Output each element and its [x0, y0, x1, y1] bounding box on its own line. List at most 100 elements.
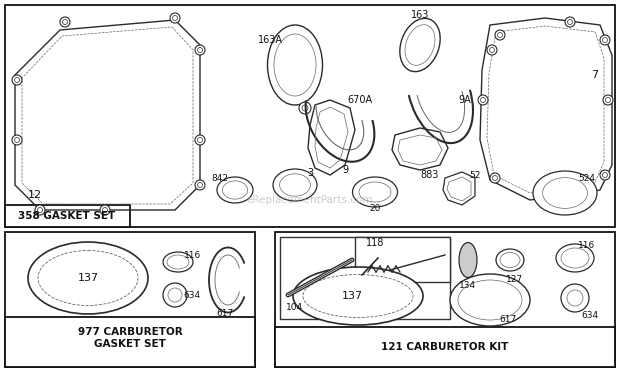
Ellipse shape: [217, 177, 253, 203]
Circle shape: [195, 45, 205, 55]
Text: 137: 137: [342, 291, 363, 301]
Circle shape: [60, 17, 70, 27]
Circle shape: [198, 183, 203, 187]
Circle shape: [567, 19, 572, 25]
Circle shape: [492, 175, 497, 181]
Text: 670A: 670A: [347, 95, 373, 105]
Circle shape: [606, 98, 611, 102]
Circle shape: [14, 138, 19, 142]
Text: 634: 634: [582, 310, 598, 319]
FancyBboxPatch shape: [275, 327, 615, 367]
Circle shape: [490, 47, 495, 52]
Text: 134: 134: [459, 280, 477, 289]
Circle shape: [565, 17, 575, 27]
Ellipse shape: [38, 251, 138, 306]
Ellipse shape: [459, 242, 477, 278]
Text: 104: 104: [286, 303, 304, 313]
Circle shape: [63, 19, 68, 25]
Ellipse shape: [450, 274, 530, 326]
Circle shape: [490, 173, 500, 183]
Text: 3: 3: [307, 168, 313, 178]
Circle shape: [14, 77, 19, 83]
Text: 116: 116: [184, 251, 202, 260]
Ellipse shape: [303, 275, 413, 318]
Circle shape: [495, 30, 505, 40]
Text: 7: 7: [591, 70, 598, 80]
Circle shape: [170, 13, 180, 23]
Circle shape: [603, 37, 608, 43]
Ellipse shape: [533, 171, 597, 215]
Circle shape: [480, 98, 485, 102]
Ellipse shape: [280, 174, 311, 196]
Text: eReplacementParts.com: eReplacementParts.com: [247, 195, 373, 205]
Circle shape: [12, 135, 22, 145]
Ellipse shape: [273, 169, 317, 201]
Ellipse shape: [561, 248, 589, 268]
Text: 20: 20: [370, 203, 381, 212]
Circle shape: [12, 75, 22, 85]
Circle shape: [195, 180, 205, 190]
Text: 12: 12: [28, 190, 42, 200]
Circle shape: [600, 35, 610, 45]
Circle shape: [497, 33, 502, 37]
Ellipse shape: [353, 177, 397, 207]
Text: 842: 842: [211, 174, 229, 183]
Circle shape: [478, 95, 488, 105]
Text: 163A: 163A: [257, 35, 283, 45]
FancyBboxPatch shape: [5, 5, 615, 227]
Text: 358 GASKET SET: 358 GASKET SET: [19, 211, 115, 221]
Circle shape: [299, 102, 311, 114]
Circle shape: [535, 191, 545, 201]
Ellipse shape: [28, 242, 148, 314]
Ellipse shape: [293, 267, 423, 325]
FancyBboxPatch shape: [5, 205, 130, 227]
Ellipse shape: [167, 255, 189, 269]
Text: 524: 524: [578, 174, 595, 183]
Ellipse shape: [400, 18, 440, 72]
Ellipse shape: [267, 25, 322, 105]
Circle shape: [172, 15, 177, 21]
Text: 52: 52: [469, 171, 481, 180]
Circle shape: [600, 170, 610, 180]
Circle shape: [603, 172, 608, 178]
Text: 617: 617: [499, 316, 516, 325]
Text: 118: 118: [366, 238, 384, 248]
Circle shape: [35, 205, 45, 215]
Ellipse shape: [500, 252, 520, 267]
Circle shape: [198, 47, 203, 52]
Circle shape: [538, 193, 542, 199]
Circle shape: [163, 283, 187, 307]
Circle shape: [195, 135, 205, 145]
Text: 617: 617: [216, 309, 234, 318]
Ellipse shape: [223, 181, 247, 199]
Circle shape: [302, 105, 308, 111]
Text: 977 CARBURETOR
GASKET SET: 977 CARBURETOR GASKET SET: [78, 327, 182, 349]
Ellipse shape: [274, 34, 316, 96]
Ellipse shape: [405, 25, 435, 65]
Ellipse shape: [458, 280, 522, 320]
Ellipse shape: [163, 252, 193, 272]
FancyBboxPatch shape: [355, 237, 450, 282]
FancyBboxPatch shape: [5, 317, 255, 367]
FancyBboxPatch shape: [280, 237, 450, 319]
Ellipse shape: [542, 178, 587, 208]
Circle shape: [100, 205, 110, 215]
Circle shape: [198, 138, 203, 142]
Text: 9A: 9A: [459, 95, 471, 105]
Ellipse shape: [496, 249, 524, 271]
FancyBboxPatch shape: [275, 232, 615, 367]
Ellipse shape: [359, 182, 391, 202]
Circle shape: [603, 95, 613, 105]
Text: 9: 9: [342, 165, 348, 175]
Circle shape: [487, 45, 497, 55]
Text: 121 CARBURETOR KIT: 121 CARBURETOR KIT: [381, 342, 508, 352]
Text: 116: 116: [578, 240, 596, 249]
FancyBboxPatch shape: [5, 232, 255, 367]
Text: 163: 163: [411, 10, 429, 20]
Text: 883: 883: [421, 170, 439, 180]
Text: 137: 137: [78, 273, 99, 283]
Text: 127: 127: [507, 276, 523, 285]
Ellipse shape: [556, 244, 594, 272]
Text: 634: 634: [184, 291, 200, 300]
Circle shape: [37, 208, 43, 212]
